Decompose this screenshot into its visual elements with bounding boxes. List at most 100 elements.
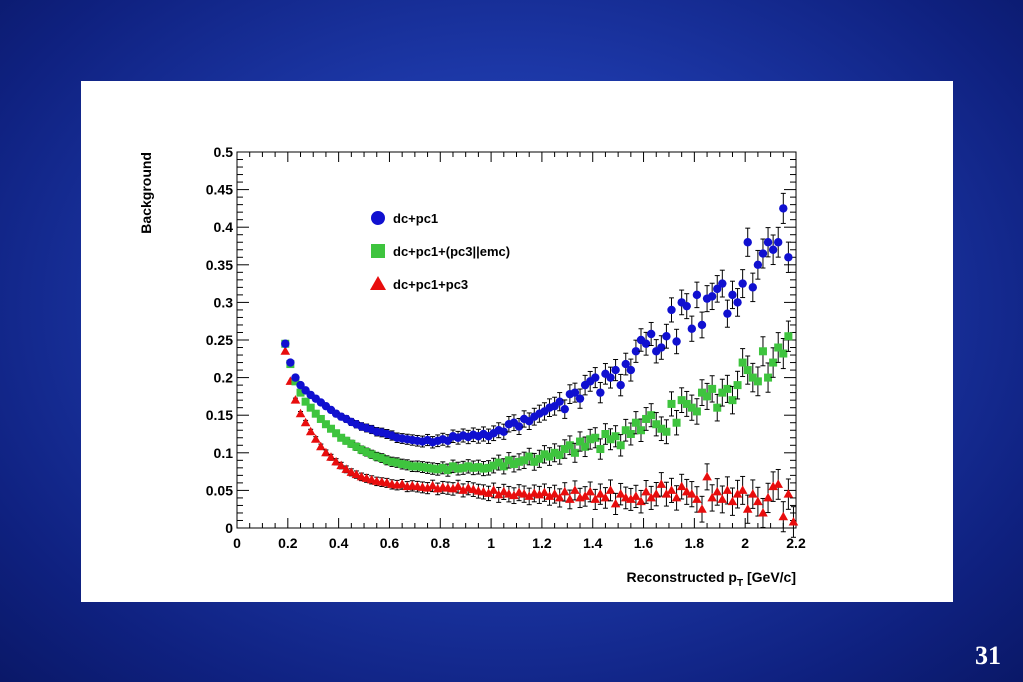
data-point-square-series [682,399,691,408]
data-point-triangle-series [295,408,306,418]
data-point-circle-series [667,305,676,315]
data-point-circle-series [753,260,763,269]
data-point-square-series [352,442,361,451]
legend-marker-1 [371,244,385,258]
data-point-triangle-series [712,486,723,496]
data-point-square-series [398,460,407,469]
data-point-triangle-series [326,452,336,461]
data-point-triangle-series [681,486,692,496]
data-point-triangle-series [351,469,362,479]
data-point-square-series [586,435,595,444]
y-tick-label: 0.25 [206,332,233,348]
data-point-square-series [403,460,412,469]
data-point-circle-series [641,339,651,348]
data-point-square-series [362,448,371,457]
data-point-triangle-series [453,481,463,491]
data-point-triangle-series [595,489,606,498]
data-point-square-series [626,430,635,438]
data-point-triangle-series [427,480,438,490]
data-point-circle-series [514,422,524,431]
data-point-triangle-series [636,496,646,506]
data-point-square-series [469,463,478,472]
data-point-square-series [423,463,432,472]
data-point-square-series [692,407,701,416]
x-tick-label: 0.6 [380,535,400,551]
data-point-triangle-series [397,479,407,488]
x-tick-label: 1.2 [532,535,552,551]
data-point-circle-series [596,388,605,397]
data-point-circle-series [697,320,707,330]
data-point-circle-series [570,388,580,397]
x-tick-label: 1.4 [583,535,603,551]
data-point-triangle-series [605,485,616,494]
data-point-square-series [509,460,518,469]
data-point-circle-series [768,245,778,254]
legend-label-1: dc+pc1+(pc3||emc) [393,244,510,259]
data-point-square-series [448,462,457,471]
data-point-square-series [565,441,574,450]
data-point-square-series [443,466,452,475]
data-point-circle-series [646,329,656,339]
data-point-square-series [321,420,330,429]
data-point-triangle-series [697,504,707,513]
data-point-square-series [642,414,651,423]
data-point-square-series [708,384,717,393]
data-point-circle-series [606,373,615,382]
data-point-circle-series [682,301,691,311]
x-tick-label: 1.6 [634,535,654,551]
data-point-square-series [494,458,503,467]
data-point-square-series [667,399,676,408]
legend-marker-2 [370,276,386,290]
data-point-circle-series [758,249,768,258]
data-point-square-series [438,463,447,472]
legend-label-0: dc+pc1 [393,211,438,226]
data-point-circle-series [560,404,569,414]
data-point-triangle-series [493,489,504,499]
data-point-triangle-series [331,456,341,466]
data-point-circle-series [743,238,752,247]
data-point-square-series [413,462,422,471]
data-point-square-series [591,433,600,442]
data-point-triangle-series [321,447,331,457]
x-tick-label: 0.2 [278,535,298,551]
data-point-square-series [332,429,341,438]
data-point-triangle-series [483,488,494,497]
data-point-triangle-series [341,464,352,473]
data-point-triangle-series [758,507,768,517]
data-point-triangle-series [544,491,555,500]
data-point-triangle-series [300,417,311,427]
data-point-triangle-series [722,485,733,494]
data-point-circle-series [286,358,295,367]
data-point-square-series [703,392,712,401]
data-point-triangle-series [559,486,570,496]
data-point-triangle-series [600,492,611,502]
data-point-circle-series [728,290,737,300]
data-point-square-series [464,462,473,471]
y-tick-label: 0.4 [214,219,234,235]
data-point-square-series [637,426,646,435]
data-point-square-series [621,426,630,435]
data-point-triangle-series [692,494,702,503]
data-point-circle-series [631,347,641,356]
data-point-triangle-series [580,491,590,500]
data-point-square-series [535,454,544,463]
data-point-triangle-series [742,504,753,513]
data-point-triangle-series [641,486,651,496]
data-point-circle-series [733,298,742,307]
data-point-triangle-series [646,492,656,502]
data-point-triangle-series [498,486,509,496]
data-point-triangle-series [458,485,468,494]
data-point-triangle-series [336,460,346,470]
data-point-square-series [357,445,366,454]
data-point-triangle-series [671,492,682,502]
data-point-circle-series [774,238,783,247]
data-point-square-series [570,448,579,457]
data-point-circle-series [499,427,508,436]
data-point-square-series [647,411,656,420]
data-point-square-series [504,456,513,465]
x-tick-label: 1 [487,535,495,551]
data-point-triangle-series [727,496,738,506]
x-tick-label: 2 [741,535,749,551]
data-point-triangle-series [570,485,580,494]
data-point-triangle-series [773,479,784,488]
